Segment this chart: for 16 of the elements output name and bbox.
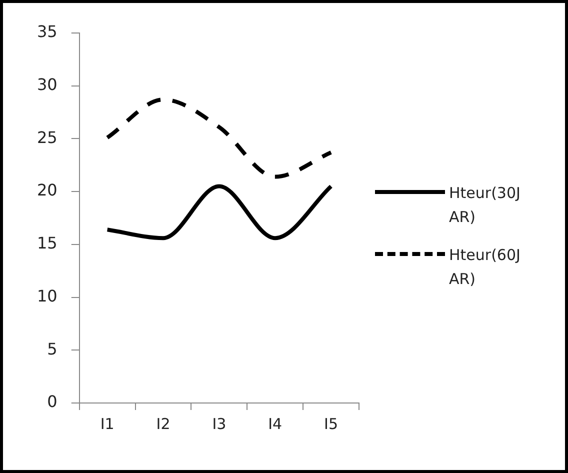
x-tick-label: I2 — [156, 414, 170, 433]
y-tick-label: 15 — [37, 234, 58, 253]
y-tick-label: 5 — [47, 339, 58, 358]
legend-label: Hteur(30J AR) — [449, 183, 522, 228]
y-tick-label: 20 — [37, 180, 58, 200]
y-tick-label: 30 — [37, 75, 58, 94]
y-tick-label: 35 — [37, 22, 58, 42]
x-tick-label: I3 — [212, 414, 226, 433]
y-tick-label: 10 — [37, 286, 58, 306]
x-tick-label: I5 — [324, 414, 338, 433]
x-tick-label: I4 — [268, 414, 282, 433]
legend-label: Hteur(60J AR) — [449, 245, 522, 290]
y-tick-label: 25 — [37, 128, 58, 147]
x-tick-label: I1 — [100, 414, 114, 433]
y-tick-label: 0 — [47, 392, 58, 412]
line-series — [105, 98, 334, 179]
